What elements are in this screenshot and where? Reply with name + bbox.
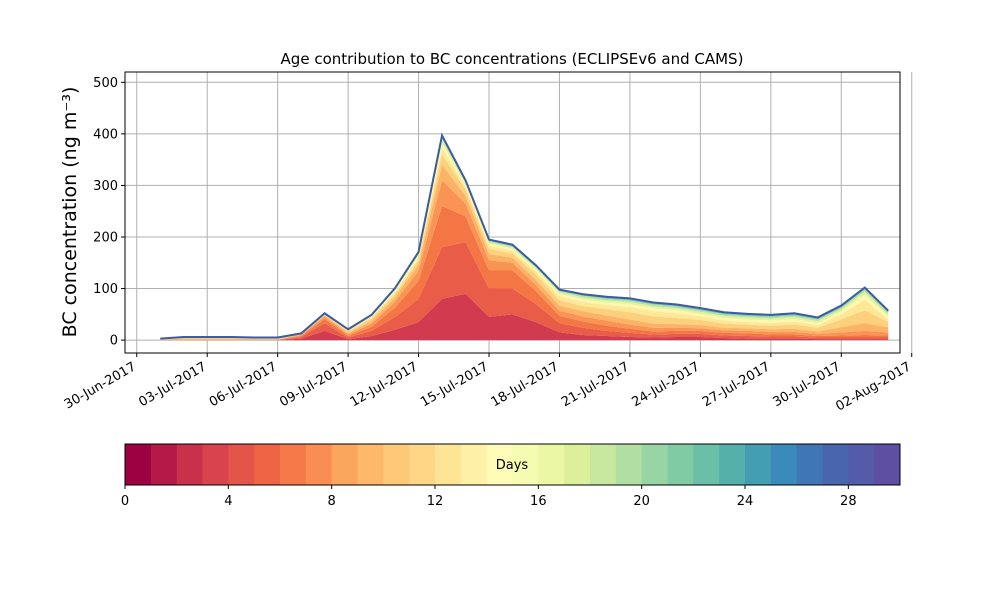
- y-tick-label: 200: [93, 230, 118, 245]
- total-concentration-line: [160, 132, 889, 340]
- colorbar-cell: [331, 444, 358, 485]
- colorbar-cells: [125, 444, 901, 485]
- colorbar-tick-label: 24: [737, 494, 754, 509]
- colorbar-frame: [124, 443, 901, 486]
- colorbar-tick-label: 20: [633, 494, 650, 509]
- colorbar-cell: [874, 444, 901, 485]
- stacked-areas: [160, 135, 889, 341]
- age-band-area: [160, 136, 889, 339]
- colorbar-cell: [357, 444, 384, 485]
- colorbar-cell: [486, 444, 513, 485]
- colorbar-tick-label: 28: [840, 494, 857, 509]
- colorbar-cell: [280, 444, 307, 485]
- colorbar-tick-label: 12: [427, 494, 444, 509]
- y-axis-ticks: 0 100 200 300 400 500: [93, 76, 125, 349]
- y-tick-label: 0: [110, 334, 118, 349]
- y-axis-label: BC concentration (ng m⁻³): [59, 87, 81, 338]
- colorbar-cell: [383, 444, 410, 485]
- colorbar-tick-label: 8: [328, 494, 336, 509]
- colorbar-cell: [822, 444, 849, 485]
- colorbar-cell: [745, 444, 772, 485]
- colorbar-cell: [460, 444, 488, 485]
- colorbar: Days 0 4 8 12 16 20 24 28: [121, 443, 901, 509]
- colorbar-cell: [796, 444, 823, 485]
- colorbar-tick-label: 4: [224, 494, 232, 509]
- colorbar-cell: [719, 444, 746, 485]
- age-band-area: [160, 293, 889, 341]
- colorbar-cell: [667, 444, 694, 485]
- colorbar-cell: [409, 444, 436, 485]
- colorbar-cell: [538, 444, 565, 485]
- colorbar-cell: [641, 444, 668, 485]
- colorbar-cell: [848, 444, 875, 485]
- colorbar-tick-label: 0: [121, 494, 129, 509]
- colorbar-label: Days: [496, 458, 529, 473]
- colorbar-cell: [150, 444, 178, 485]
- colorbar-cell: [615, 444, 643, 485]
- colorbar-ticks: 0 4 8 12 16 20 24 28: [121, 485, 857, 509]
- y-tick-label: 500: [93, 76, 118, 91]
- colorbar-cell: [176, 444, 203, 485]
- colorbar-cell: [305, 444, 333, 485]
- plot-frame: [124, 71, 901, 354]
- colorbar-cell: [202, 444, 229, 485]
- colorbar-cell: [435, 444, 462, 485]
- colorbar-cell: [693, 444, 720, 485]
- colorbar-cell: [770, 444, 798, 485]
- colorbar-tick-label: 16: [530, 494, 547, 509]
- colorbar-cell: [564, 444, 591, 485]
- colorbar-cell: [125, 444, 152, 485]
- y-tick-label: 400: [93, 127, 118, 142]
- colorbar-cell: [590, 444, 617, 485]
- y-tick-label: 300: [93, 179, 118, 194]
- colorbar-cell: [228, 444, 255, 485]
- colorbar-cell: [254, 444, 281, 485]
- chart-title: Age contribution to BC concentrations (E…: [281, 50, 744, 68]
- y-tick-label: 100: [93, 282, 118, 297]
- colorbar-cell: [512, 444, 539, 485]
